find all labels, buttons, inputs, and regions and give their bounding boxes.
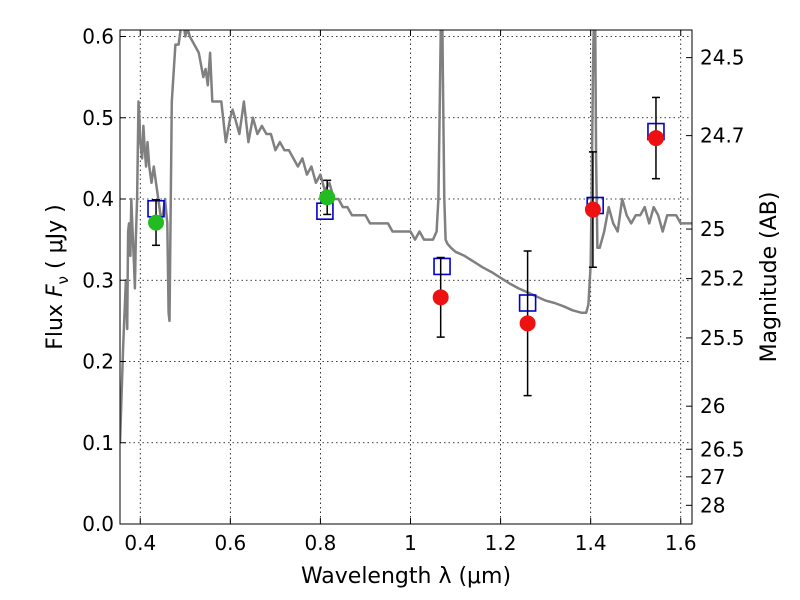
observed-photometry-point (432, 289, 449, 306)
model-sed-line (120, 30, 692, 443)
model-sed-layer (120, 30, 692, 443)
y2-tick-label: 25.5 (700, 326, 745, 350)
y2-tick-label: 26.5 (700, 437, 745, 461)
y2-tick-label: 24.7 (700, 124, 745, 148)
x-axis: 0.4 0.6 0.8 1 1.2 1.4 1.6 (124, 30, 697, 555)
y2-tick-label: 25.2 (700, 267, 745, 291)
x-tick-label: 0.6 (214, 531, 246, 555)
observed-photometry-point (519, 315, 536, 332)
y-axis: 0.0 0.1 0.2 0.3 0.4 0.5 0.6 (82, 25, 126, 536)
y2-tick-label: 27 (700, 465, 725, 489)
x-axis-label: Wavelength λ (μm) (301, 564, 511, 589)
observed-photometry-point (319, 189, 336, 206)
y-tick-label: 0.0 (82, 512, 114, 536)
plot-frame (119, 29, 693, 525)
y-tick-label: 0.2 (82, 350, 114, 374)
photometry-layer (147, 96, 665, 397)
y2-tick-label: 28 (700, 493, 725, 517)
model-photometry-square (433, 257, 451, 276)
y-axis-label: Flux Fν ( μJy ) (43, 204, 72, 349)
y2-axis-label: Magnitude (AB) (757, 192, 782, 363)
y2-tick-label: 24.5 (700, 46, 745, 70)
y-tick-label: 0.5 (82, 106, 114, 130)
y-tick-label: 0.1 (82, 431, 114, 455)
observed-photometry-point (584, 201, 601, 218)
x-tick-label: 0.4 (124, 531, 156, 555)
y2-tick-label: 25 (700, 217, 725, 241)
x-tick-label: 1.2 (485, 531, 517, 555)
y-tick-label: 0.4 (82, 187, 114, 211)
observed-photometry-point (148, 214, 165, 231)
x-tick-label: 1.6 (665, 531, 697, 555)
x-tick-label: 0.8 (305, 531, 337, 555)
x-tick-label: 1.4 (575, 531, 607, 555)
y2-axis: 24.5 24.7 25 25.2 25.5 26 26.5 27 28 (686, 46, 745, 517)
y-tick-label: 0.3 (82, 268, 114, 292)
observed-photometry-point (647, 130, 664, 147)
y2-tick-label: 26 (700, 394, 725, 418)
y-tick-label: 0.6 (82, 25, 114, 49)
x-tick-label: 1 (404, 531, 417, 555)
